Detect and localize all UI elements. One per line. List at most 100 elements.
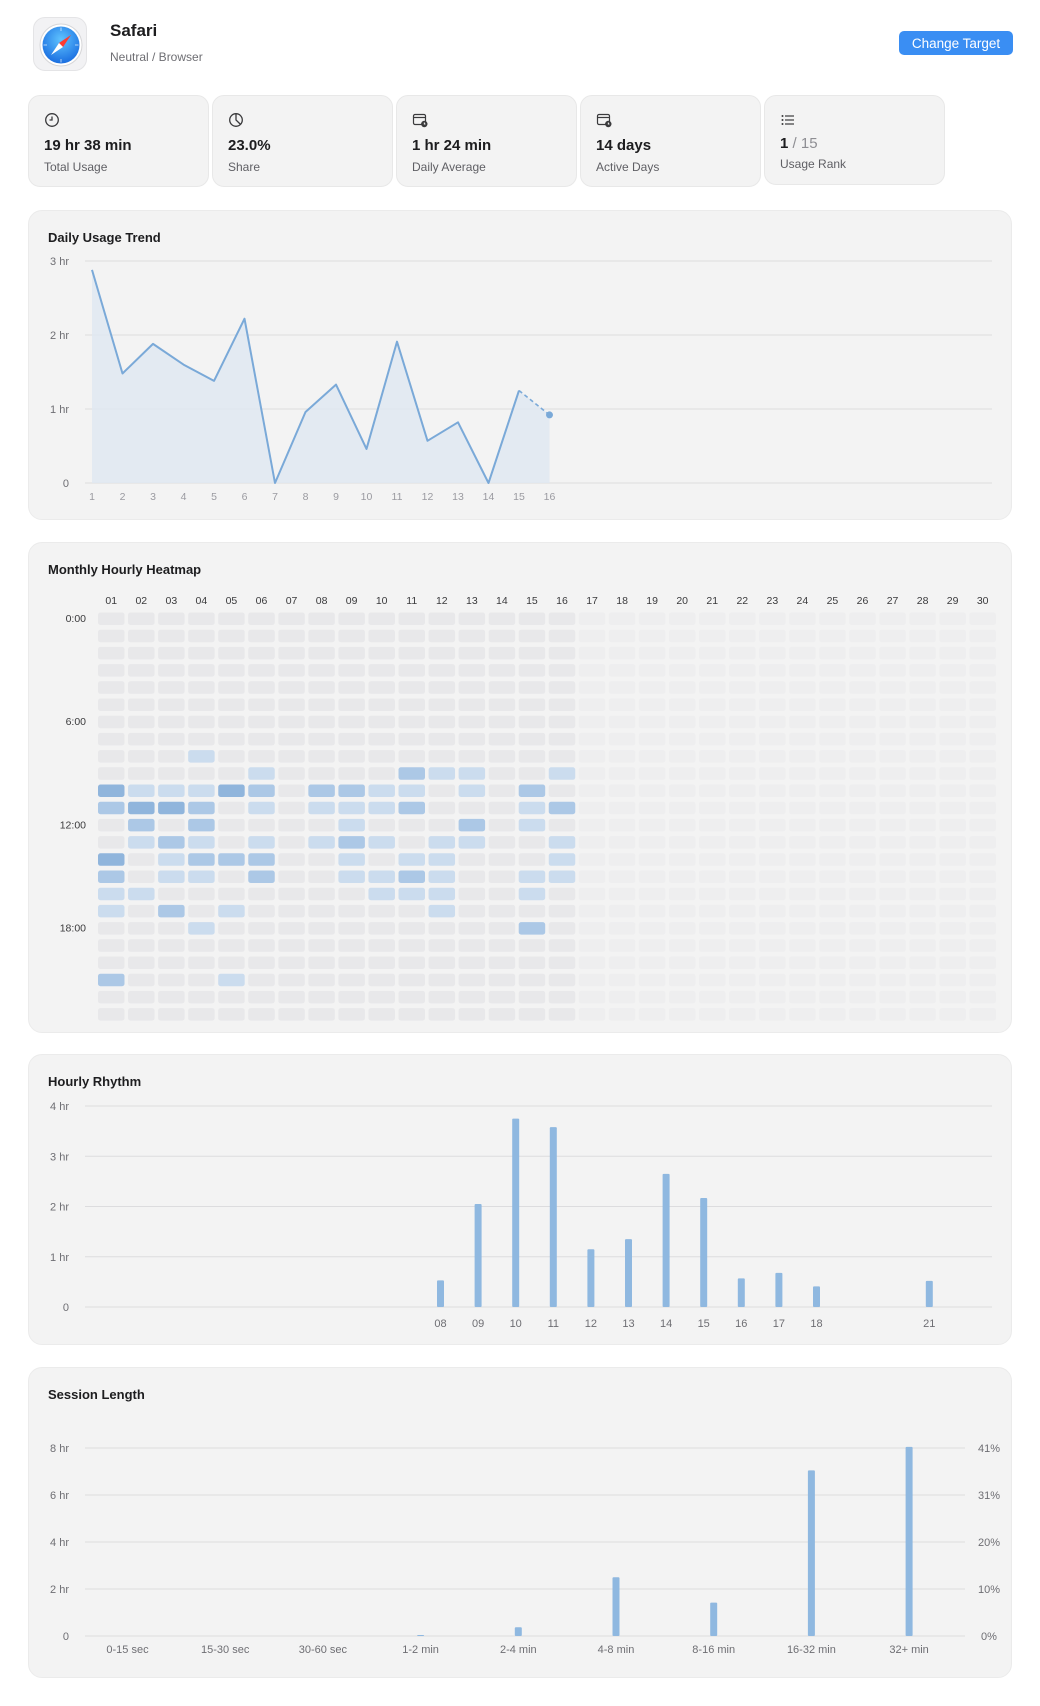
heatmap-cell[interactable] bbox=[849, 973, 876, 987]
heatmap-cell[interactable] bbox=[819, 818, 846, 832]
heatmap-cell[interactable] bbox=[248, 990, 275, 1004]
heatmap-cell[interactable] bbox=[188, 732, 215, 746]
heatmap-cell[interactable] bbox=[158, 870, 185, 884]
heatmap-cell[interactable] bbox=[98, 990, 125, 1004]
heatmap-cell[interactable] bbox=[188, 681, 215, 694]
heatmap-cell[interactable] bbox=[98, 612, 125, 626]
heatmap-cell[interactable] bbox=[128, 681, 155, 694]
heatmap-cell[interactable] bbox=[849, 732, 876, 746]
heatmap-cell[interactable] bbox=[939, 715, 966, 729]
heatmap-cell[interactable] bbox=[308, 939, 335, 952]
heatmap-cell[interactable] bbox=[849, 629, 876, 643]
heatmap-cell[interactable] bbox=[548, 715, 576, 729]
heatmap-cell[interactable] bbox=[759, 939, 786, 952]
hourly-bar[interactable] bbox=[700, 1197, 708, 1307]
heatmap-cell[interactable] bbox=[158, 664, 185, 677]
heatmap-cell[interactable] bbox=[939, 681, 966, 694]
heatmap-cell[interactable] bbox=[608, 922, 636, 935]
hourly-bar[interactable] bbox=[587, 1249, 595, 1307]
heatmap-cell[interactable] bbox=[789, 698, 816, 712]
heatmap-cell[interactable] bbox=[458, 904, 486, 918]
heatmap-cell[interactable] bbox=[729, 887, 756, 901]
heatmap-cell[interactable] bbox=[188, 698, 215, 712]
heatmap-cell[interactable] bbox=[548, 818, 576, 832]
heatmap-cell[interactable] bbox=[428, 801, 456, 815]
heatmap-cell[interactable] bbox=[729, 904, 756, 918]
heatmap-cell[interactable] bbox=[699, 767, 726, 780]
heatmap-cell[interactable] bbox=[849, 818, 876, 832]
heatmap-cell[interactable] bbox=[518, 853, 546, 866]
heatmap-cell[interactable] bbox=[789, 801, 816, 815]
heatmap-cell[interactable] bbox=[879, 990, 906, 1004]
heatmap-cell[interactable] bbox=[518, 664, 546, 677]
heatmap-cell[interactable] bbox=[338, 612, 365, 626]
heatmap-cell[interactable] bbox=[518, 956, 546, 970]
heatmap-cell[interactable] bbox=[608, 732, 636, 746]
hourly-bar[interactable] bbox=[775, 1272, 783, 1307]
heatmap-cell[interactable] bbox=[248, 836, 275, 849]
heatmap-cell[interactable] bbox=[608, 646, 636, 660]
heatmap-cell[interactable] bbox=[578, 664, 606, 677]
heatmap-cell[interactable] bbox=[248, 664, 275, 677]
heatmap-cell[interactable] bbox=[428, 904, 456, 918]
heatmap-cell[interactable] bbox=[969, 836, 996, 849]
heatmap-cell[interactable] bbox=[759, 853, 786, 866]
heatmap-cell[interactable] bbox=[488, 681, 516, 694]
heatmap-cell[interactable] bbox=[879, 973, 906, 987]
heatmap-cell[interactable] bbox=[368, 853, 395, 866]
heatmap-cell[interactable] bbox=[819, 870, 846, 884]
heatmap-cell[interactable] bbox=[278, 612, 305, 626]
heatmap-cell[interactable] bbox=[398, 922, 426, 935]
heatmap-cell[interactable] bbox=[789, 956, 816, 970]
heatmap-cell[interactable] bbox=[729, 784, 756, 798]
heatmap-cell[interactable] bbox=[849, 646, 876, 660]
heatmap-cell[interactable] bbox=[398, 698, 426, 712]
heatmap-cell[interactable] bbox=[488, 732, 516, 746]
heatmap-cell[interactable] bbox=[548, 664, 576, 677]
heatmap-cell[interactable] bbox=[398, 715, 426, 729]
heatmap-cell[interactable] bbox=[789, 853, 816, 866]
heatmap-cell[interactable] bbox=[578, 939, 606, 952]
heatmap-cell[interactable] bbox=[729, 664, 756, 677]
heatmap-cell[interactable] bbox=[398, 836, 426, 849]
heatmap-cell[interactable] bbox=[458, 973, 486, 987]
heatmap-cell[interactable] bbox=[98, 629, 125, 643]
heatmap-cell[interactable] bbox=[638, 870, 666, 884]
heatmap-cell[interactable] bbox=[969, 664, 996, 677]
heatmap-cell[interactable] bbox=[939, 853, 966, 866]
heatmap-cell[interactable] bbox=[218, 922, 245, 935]
heatmap-cell[interactable] bbox=[729, 818, 756, 832]
heatmap-cell[interactable] bbox=[398, 732, 426, 746]
heatmap-cell[interactable] bbox=[218, 732, 245, 746]
heatmap-cell[interactable] bbox=[969, 629, 996, 643]
heatmap-cell[interactable] bbox=[548, 612, 576, 626]
heatmap-cell[interactable] bbox=[668, 853, 696, 866]
heatmap-cell[interactable] bbox=[608, 990, 636, 1004]
heatmap-cell[interactable] bbox=[608, 664, 636, 677]
heatmap-cell[interactable] bbox=[338, 767, 365, 780]
heatmap-cell[interactable] bbox=[428, 750, 456, 763]
heatmap-cell[interactable] bbox=[668, 646, 696, 660]
heatmap-cell[interactable] bbox=[638, 836, 666, 849]
heatmap-cell[interactable] bbox=[638, 629, 666, 643]
heatmap-cell[interactable] bbox=[488, 715, 516, 729]
heatmap-cell[interactable] bbox=[158, 1008, 185, 1021]
heatmap-cell[interactable] bbox=[248, 732, 275, 746]
heatmap-cell[interactable] bbox=[879, 698, 906, 712]
heatmap-cell[interactable] bbox=[158, 887, 185, 901]
heatmap-cell[interactable] bbox=[608, 853, 636, 866]
heatmap-cell[interactable] bbox=[188, 629, 215, 643]
heatmap-cell[interactable] bbox=[158, 973, 185, 987]
heatmap-cell[interactable] bbox=[458, 664, 486, 677]
heatmap-cell[interactable] bbox=[488, 922, 516, 935]
heatmap-cell[interactable] bbox=[158, 732, 185, 746]
heatmap-cell[interactable] bbox=[789, 939, 816, 952]
heatmap-cell[interactable] bbox=[98, 767, 125, 780]
heatmap-cell[interactable] bbox=[188, 612, 215, 626]
heatmap-cell[interactable] bbox=[969, 715, 996, 729]
heatmap-cell[interactable] bbox=[638, 973, 666, 987]
heatmap-cell[interactable] bbox=[939, 784, 966, 798]
heatmap-cell[interactable] bbox=[428, 715, 456, 729]
heatmap-cell[interactable] bbox=[548, 629, 576, 643]
heatmap-cell[interactable] bbox=[98, 1008, 125, 1021]
